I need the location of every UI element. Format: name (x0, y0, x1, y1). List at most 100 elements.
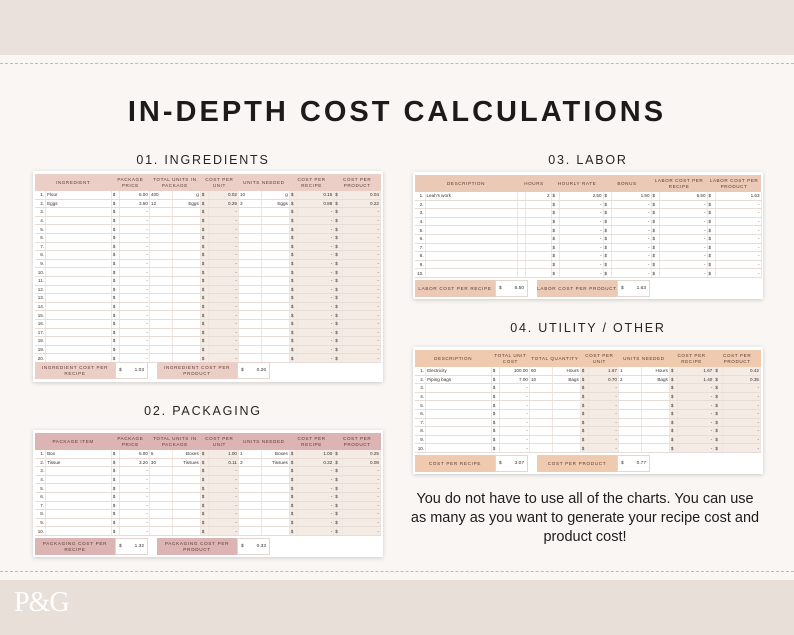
price-value: - (119, 518, 150, 528)
price-currency: $ (111, 199, 121, 209)
price-value: - (499, 409, 530, 419)
currency-symbol: $ (241, 544, 244, 549)
cpp-value: - (715, 208, 762, 218)
cpp-value: 0.22 (342, 199, 382, 209)
cpr-currency: $ (289, 302, 299, 312)
cpu-value: - (208, 207, 239, 217)
row-number: 6. (35, 233, 47, 243)
units-unit (552, 426, 581, 436)
needed-unit (641, 426, 670, 436)
currency-symbol: $ (119, 368, 122, 373)
cpp-value: - (342, 353, 382, 363)
price-currency: $ (111, 492, 121, 502)
item-name (45, 345, 112, 355)
table-row: 13. $ - $ - $ - $ - (35, 293, 382, 303)
cpp-currency: $ (333, 224, 343, 234)
needed-unit (261, 526, 290, 536)
packaging-col-header: TOTAL UNITS IN PACKAGE (153, 436, 197, 447)
needed-unit (261, 345, 290, 355)
price-currency: $ (111, 475, 121, 485)
cpr-currency: $ (289, 233, 299, 243)
cpp-value: - (342, 285, 382, 295)
table-row: 4. $ - $ - $ - $ - (415, 217, 762, 227)
cpp-currency: $ (707, 234, 716, 244)
cpu-value: 0.70 (588, 375, 619, 385)
item-name (45, 293, 112, 303)
cpp-currency: $ (713, 435, 723, 445)
ingredients-card: INGREDIENT PACKAGE PRICE TOTAL UNITS IN PA… (33, 171, 383, 382)
needed-value (238, 518, 263, 528)
item-name (45, 216, 112, 226)
item-name: Leah's work (425, 192, 518, 201)
table-row: 4. $ - $ - $ - $ - (35, 216, 382, 226)
price-value: - (119, 242, 150, 252)
cpp-value: 0.42 (722, 367, 762, 376)
divider-top (0, 63, 794, 65)
units-unit (552, 443, 581, 453)
price-currency: $ (111, 276, 121, 286)
cpr-value: - (297, 293, 335, 303)
price-value: - (119, 216, 150, 226)
row-number: 13. (35, 293, 47, 303)
utility-col-header: TOTAL QUANTITY (531, 355, 579, 361)
row-number: 6. (415, 234, 426, 244)
cpp-currency: $ (333, 475, 343, 485)
price-currency: $ (491, 400, 501, 410)
row-number: 2. (35, 199, 47, 209)
table-row: 1. Electricity $100.00 60 Hours $1.67 1 Hours $1… (415, 367, 762, 376)
cpr-value: - (297, 207, 335, 217)
cpu-value: - (588, 435, 619, 445)
item-name: Tissue (45, 458, 112, 468)
needed-unit (261, 293, 290, 303)
row-number: 17. (35, 328, 47, 338)
cpr-value: - (297, 224, 335, 234)
item-name: Eggs (45, 199, 112, 209)
row-number: 9. (415, 435, 427, 445)
bonus-currency: $ (603, 200, 612, 210)
price-value: - (119, 328, 150, 338)
cpp-currency: $ (333, 328, 343, 338)
cpr-value: 1.67 (677, 367, 715, 376)
units-value: 400 (149, 191, 174, 200)
price-value: - (119, 336, 150, 346)
needed-value (238, 233, 263, 243)
units-value (149, 483, 174, 493)
units-value (149, 526, 174, 536)
units-unit (172, 293, 201, 303)
cpr-currency: $ (669, 418, 679, 428)
cpp-currency: $ (707, 225, 716, 235)
cpp-value: - (722, 435, 762, 445)
units-value (149, 267, 174, 277)
row-number: 15. (35, 310, 47, 320)
row-number: 4. (35, 216, 47, 226)
needed-value (238, 353, 263, 363)
cpp-value: - (342, 518, 382, 528)
cpp-currency: $ (333, 191, 343, 200)
item-name (45, 285, 112, 295)
utility-summary-label: COST PER RECIPE (415, 455, 495, 472)
units-value (149, 475, 174, 485)
bonus-currency: $ (603, 192, 612, 201)
price-currency: $ (111, 345, 121, 355)
units-value (529, 418, 554, 428)
cpr-currency: $ (651, 243, 660, 253)
price-value: - (119, 509, 150, 519)
needed-unit (261, 319, 290, 329)
cpp-currency: $ (707, 192, 716, 201)
cpu-currency: $ (200, 259, 210, 269)
price-currency: $ (111, 207, 121, 217)
rate-currency: $ (551, 260, 560, 270)
table-row: 3. $ - $ - $ - $ - (415, 383, 762, 393)
price-currency: $ (491, 409, 501, 419)
cpu-currency: $ (200, 224, 210, 234)
cpr-currency: $ (289, 466, 299, 476)
hours-currency (517, 260, 526, 270)
currency-symbol: $ (621, 461, 624, 466)
needed-unit (261, 302, 290, 312)
cpp-value: - (342, 319, 382, 329)
units-value (149, 501, 174, 511)
needed-value (238, 242, 263, 252)
summary-amount: 6.50 (514, 286, 524, 291)
item-name (425, 426, 492, 436)
rate-currency: $ (551, 243, 560, 253)
